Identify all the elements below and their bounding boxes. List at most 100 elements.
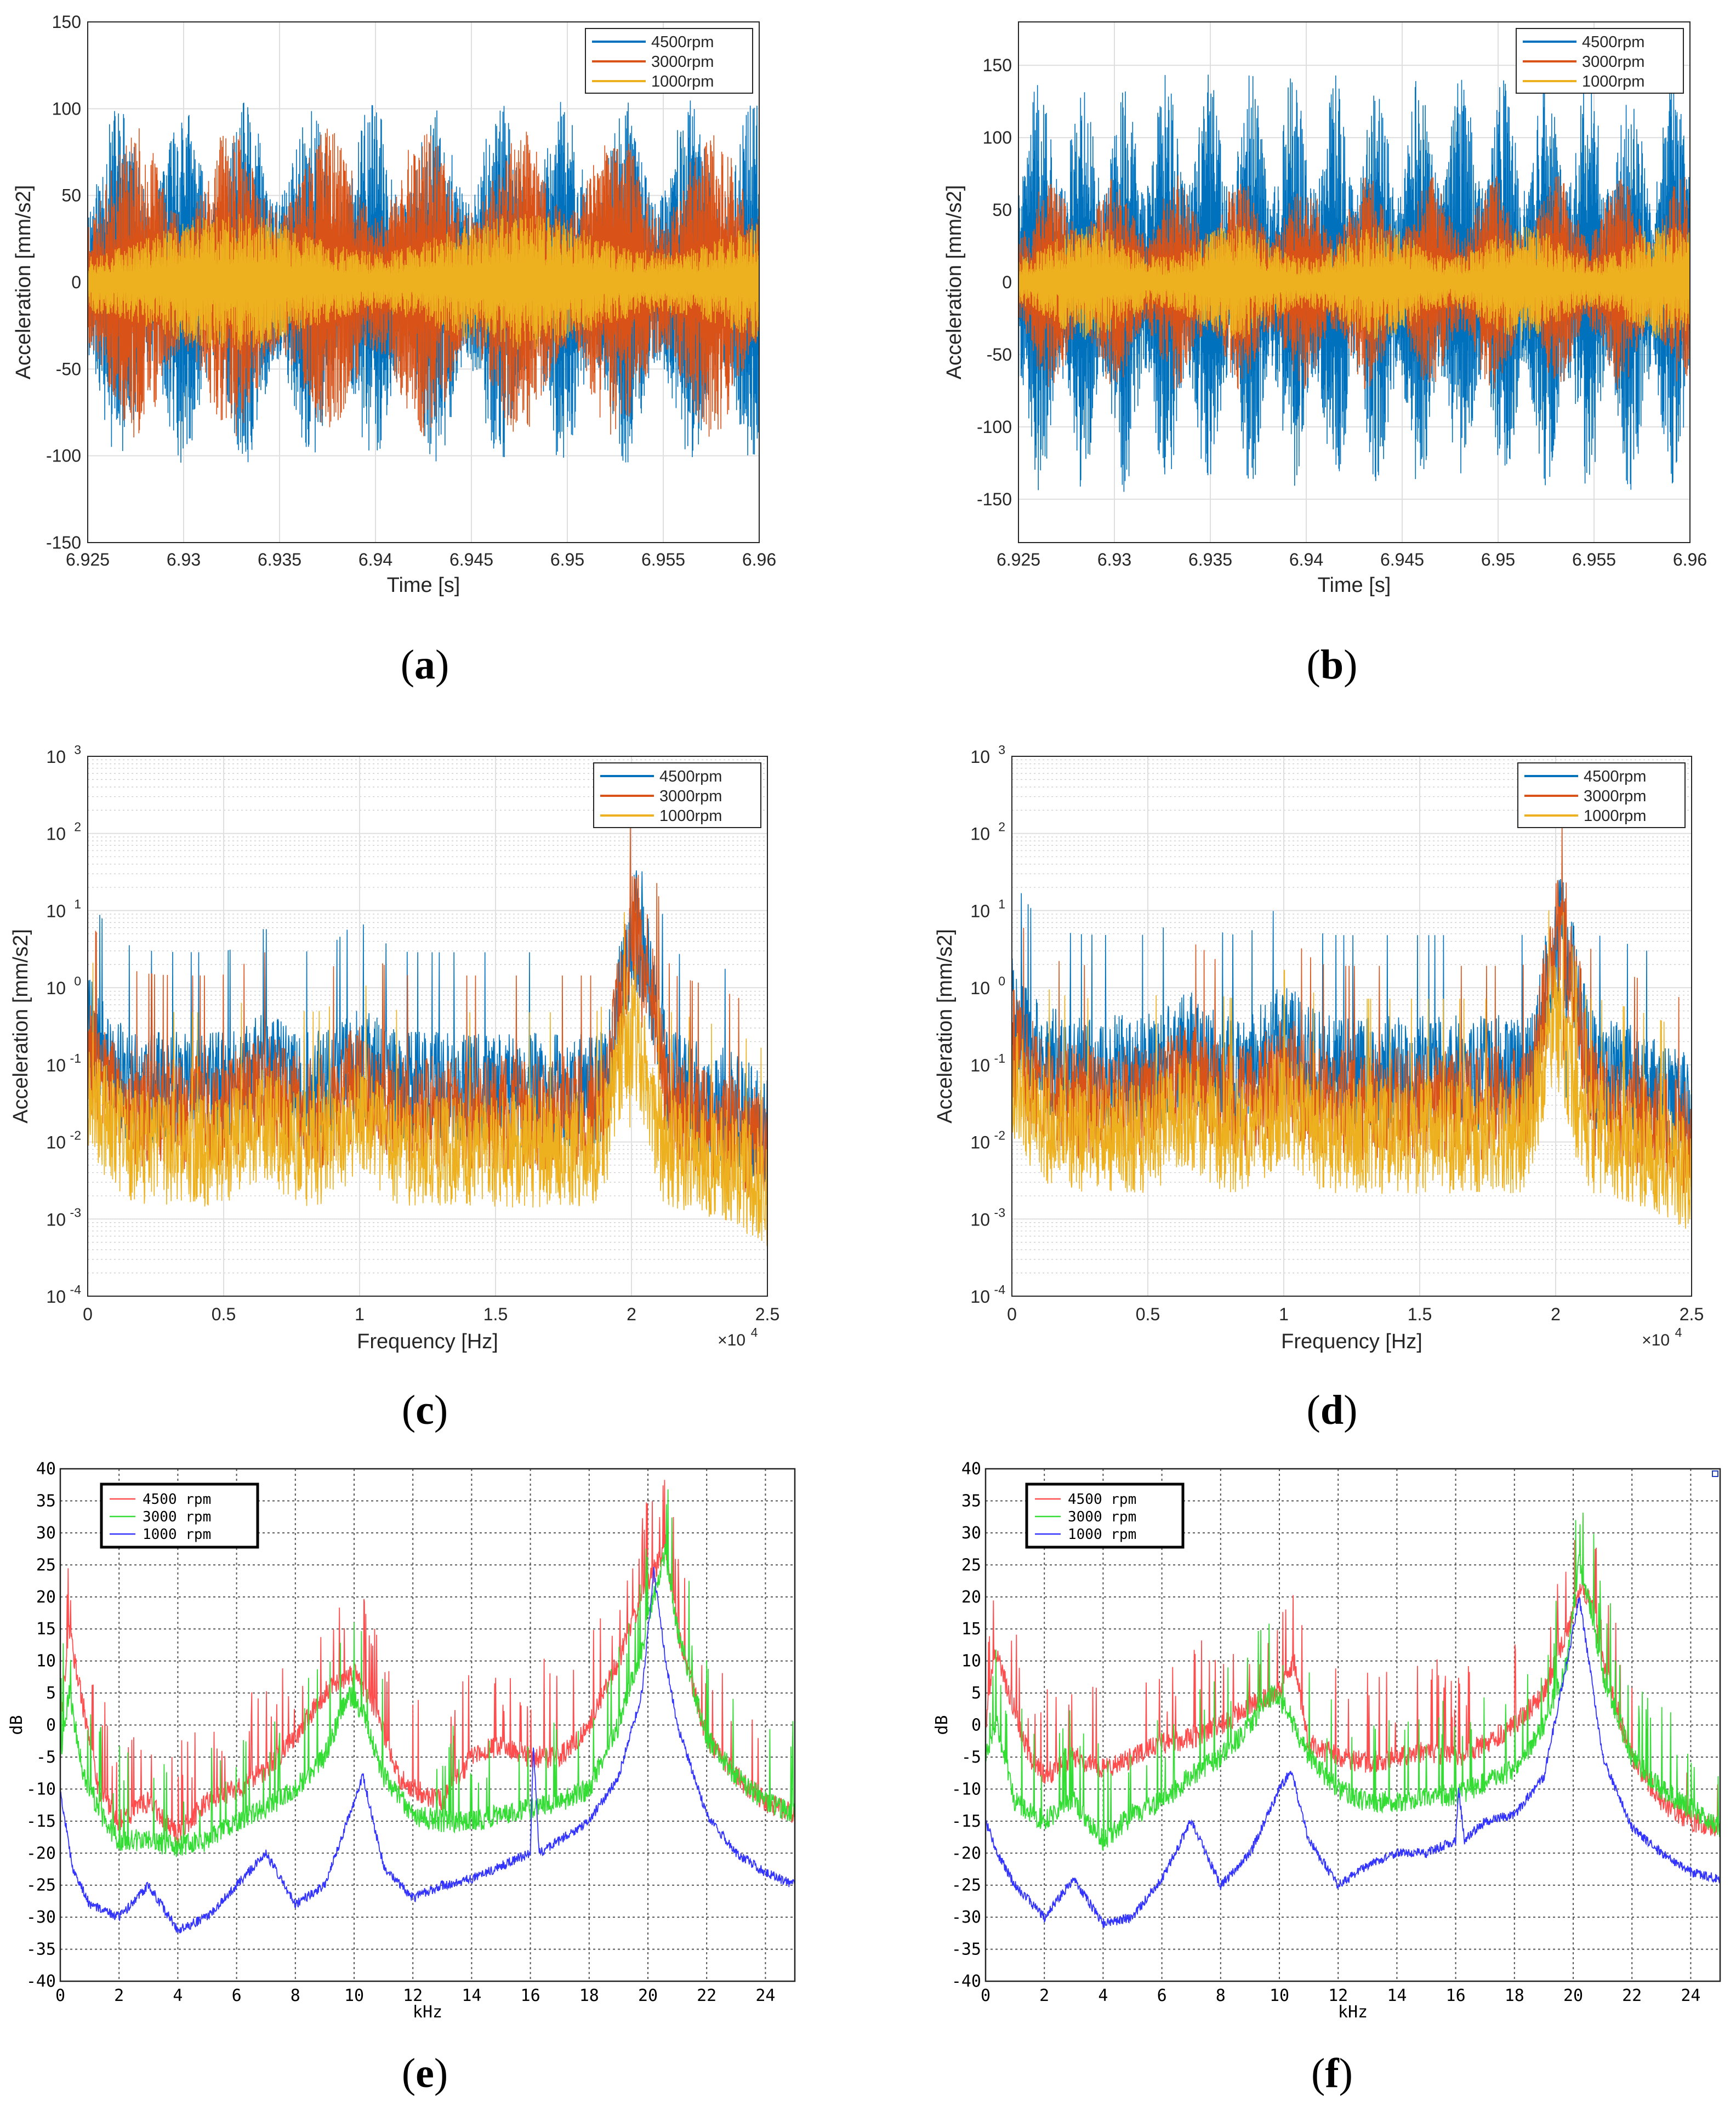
y-tick-exp-2: -2 — [70, 1128, 81, 1143]
x-tick-label-5: 6.95 — [550, 550, 584, 569]
y-tick-label-14: 30 — [36, 1524, 56, 1543]
chart-panel-b: 6.925 6.93 6.935 6.94 6.945 6.95 6.955 6.96 -150… — [868, 0, 1736, 619]
series-line-1 — [87, 128, 760, 438]
caption-f-letter: f — [1325, 2050, 1339, 2096]
y-tick-label-14: 30 — [961, 1524, 981, 1543]
y-tick-label-2: -30 — [952, 1908, 981, 1927]
y-tick-label-6: 150 — [52, 12, 81, 32]
y-tick-exp-0: -4 — [70, 1282, 82, 1297]
y-tick-label-4: 50 — [61, 186, 81, 206]
legend-label-0: 4500rpm — [659, 768, 722, 785]
series-line-2 — [87, 214, 760, 351]
series-line-2 — [985, 1597, 1721, 1928]
y-tick-label-0: 10 — [970, 1287, 990, 1307]
x-tick-label-4: 2 — [1551, 1304, 1561, 1324]
y-tick-label-1: -100 — [46, 446, 81, 466]
chart-svg-d: 0 0.5 1 1.5 2 2.5 10 -4 10 -3 10 -2 10 -1 10 0 10 1 10 2 10 3… — [934, 743, 1704, 1353]
legend-label-1: 3000 rpm — [143, 1509, 211, 1525]
x-tick-label-1: 2 — [114, 1986, 124, 2005]
x-tick-label-6: 12 — [403, 1986, 423, 2005]
y-tick-label-10: 10 — [36, 1652, 56, 1671]
y-axis-label: Acceleration [mm/s2] — [9, 929, 32, 1124]
x-axis-label: Time [s] — [387, 574, 460, 597]
x-tick-label-9: 18 — [1505, 1986, 1524, 2005]
x-tick-label-2: 6.935 — [1188, 550, 1232, 569]
x-axis-label: Frequency [Hz] — [357, 1330, 498, 1353]
x-tick-label-5: 6.95 — [1481, 550, 1515, 569]
legend-label-1: 3000rpm — [651, 53, 714, 71]
y-tick-label-11: 15 — [36, 1620, 56, 1639]
y-tick-exp-5: 1 — [998, 897, 1005, 911]
chart-svg-b: 6.925 6.93 6.935 6.94 6.945 6.95 6.955 6.96 -150… — [943, 21, 1707, 597]
x-tick-label-4: 6.945 — [449, 550, 493, 569]
y-tick-exp-2: -2 — [994, 1128, 1005, 1143]
legend-label-2: 1000rpm — [651, 73, 714, 90]
y-tick-exp-6: 2 — [998, 820, 1005, 834]
y-axis-label: Acceleration [mm/s2] — [943, 185, 966, 380]
y-tick-exp-6: 2 — [74, 820, 81, 834]
y-tick-label-12: 20 — [961, 1588, 981, 1607]
y-tick-label-16: 40 — [36, 1459, 56, 1479]
y-tick-exp-0: -4 — [994, 1282, 1006, 1297]
y-tick-label-9: 5 — [971, 1684, 981, 1703]
caption-b-letter: b — [1320, 642, 1344, 688]
y-axis-label: Acceleration [mm/s2] — [934, 929, 957, 1124]
y-tick-exp-7: 3 — [74, 743, 81, 757]
x-tick-label-0: 0 — [981, 1986, 991, 2005]
y-tick-label-6: -10 — [952, 1780, 981, 1799]
series-line-1 — [1018, 175, 1691, 390]
x-tick-label-0: 0 — [83, 1304, 93, 1324]
y-tick-label-5: 100 — [52, 99, 81, 118]
y-tick-label-12: 20 — [36, 1588, 56, 1607]
y-tick-exp-7: 3 — [998, 743, 1005, 757]
y-axis-label: dB — [7, 1715, 26, 1735]
caption-e-letter: e — [415, 2050, 434, 2096]
y-tick-label-0: -150 — [46, 533, 81, 552]
series-line-1 — [87, 821, 768, 1204]
series-line-1 — [60, 1489, 795, 1857]
legend-label-1: 3000rpm — [1584, 788, 1646, 805]
y-tick-label-4: -20 — [26, 1844, 56, 1863]
plot-frame — [984, 1468, 1721, 1982]
y-tick-label-5: -15 — [26, 1812, 56, 1831]
x-axis-label: kHz — [413, 2003, 442, 2022]
y-tick-label-4: 10 — [46, 978, 66, 998]
chart-svg-f: 0 2 4 6 8 10 12 14 16 18 20 22 24-40-35-30-25-20-15-… — [932, 1459, 1721, 2022]
caption-d: (d) — [1306, 1387, 1358, 1433]
y-tick-label-10: 10 — [961, 1652, 981, 1671]
x-tick-label-2: 6.935 — [258, 550, 301, 569]
legend-label-1: 3000rpm — [659, 788, 722, 805]
x-tick-label-9: 18 — [579, 1986, 599, 2005]
x-tick-label-8: 16 — [1446, 1986, 1466, 2005]
y-tick-exp-1: -3 — [70, 1205, 81, 1219]
y-tick-label-1: 10 — [46, 1210, 66, 1229]
y-tick-label-8: 0 — [46, 1716, 56, 1735]
x-tick-label-3: 1.5 — [1408, 1304, 1432, 1324]
chart-panel-f: 0 2 4 6 8 10 12 14 16 18 20 22 24 -40 -35 -30 -25 -20 -15-… — [868, 1447, 1736, 2039]
x-tick-label-7: 14 — [462, 1986, 481, 2005]
legend-label-1: 3000 rpm — [1068, 1509, 1136, 1525]
x-tick-label-12: 24 — [755, 1986, 775, 2005]
x-tick-label-1: 0.5 — [1136, 1304, 1160, 1324]
legend-label-2: 1000rpm — [1582, 73, 1644, 90]
y-tick-label-5: 100 — [983, 128, 1012, 147]
x-tick-label-0: 6.925 — [66, 550, 110, 569]
x-tick-label-6: 6.955 — [641, 550, 685, 569]
y-tick-exp-1: -3 — [994, 1205, 1005, 1219]
y-tick-label-6: 10 — [46, 824, 66, 844]
x-tick-label-2: 4 — [1098, 1986, 1108, 2005]
x-tick-label-6: 12 — [1328, 1986, 1348, 2005]
y-tick-label-5: 10 — [970, 901, 990, 921]
legend-box — [593, 762, 761, 828]
chart-svg-e: 0 2 4 6 8 10 12 14 16 18 20 22 24-40-35-30-25-20-15-… — [7, 1459, 796, 2022]
x-tick-label-7: 14 — [1387, 1986, 1407, 2005]
x-tick-label-3: 6.94 — [1289, 550, 1323, 569]
series-line-2 — [60, 1566, 795, 1934]
x-tick-label-4: 2 — [627, 1304, 636, 1324]
x-tick-label-3: 1.5 — [483, 1304, 508, 1324]
y-tick-label-5: 10 — [46, 901, 66, 921]
x-tick-label-1: 6.93 — [1097, 550, 1131, 569]
x-tick-label-2: 1 — [1279, 1304, 1289, 1324]
y-tick-label-0: -40 — [952, 1972, 981, 1991]
legend-label-0: 4500 rpm — [143, 1491, 211, 1508]
